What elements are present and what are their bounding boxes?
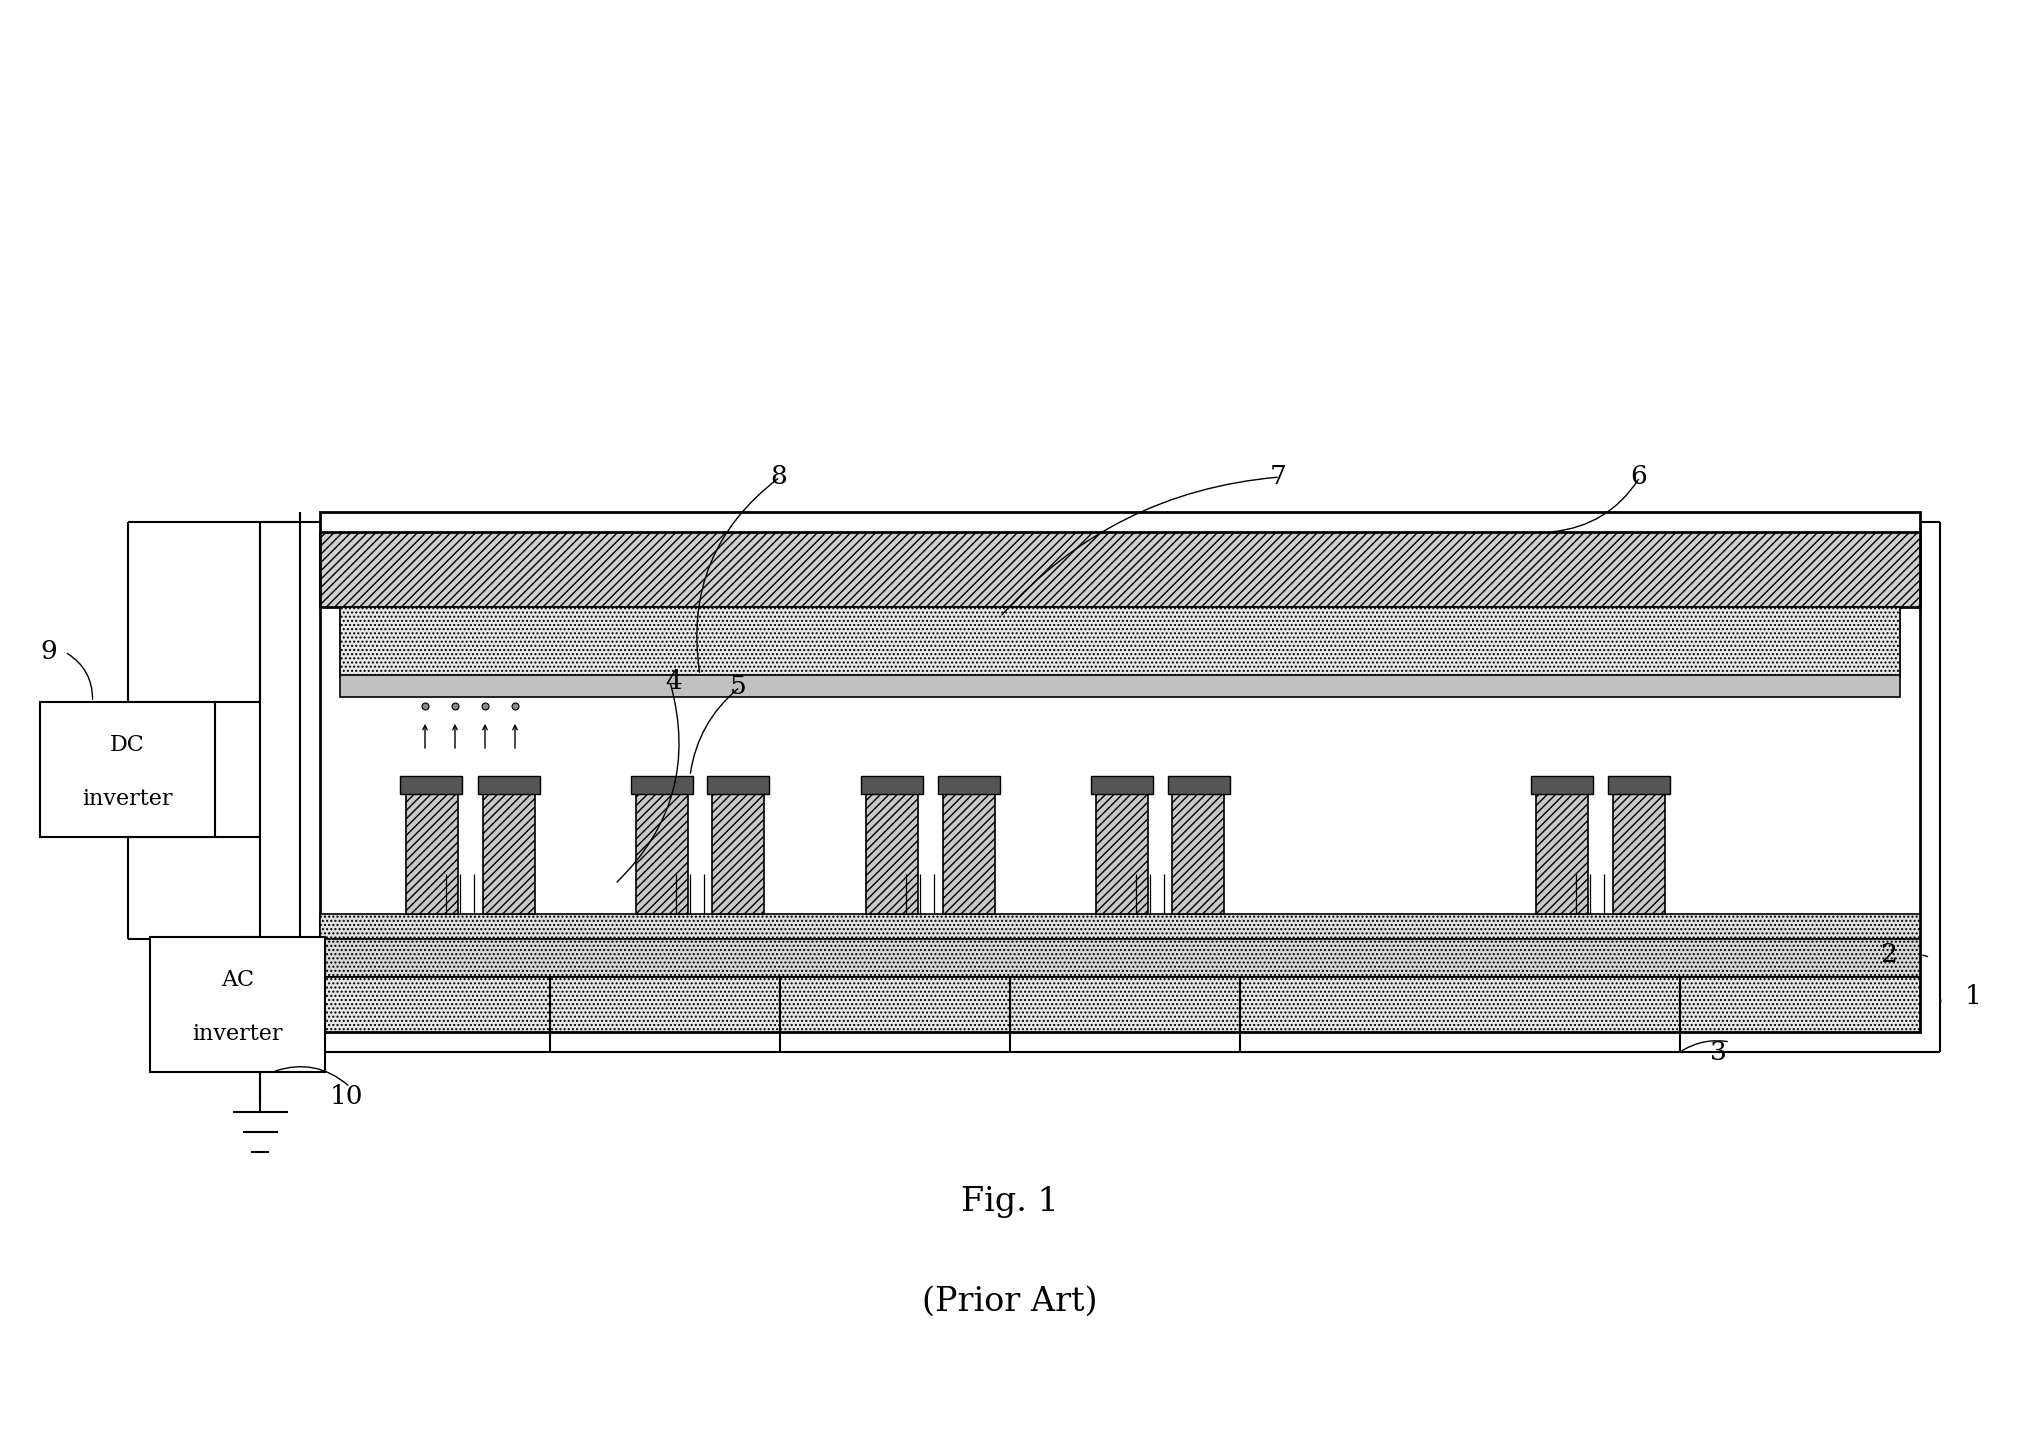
Text: Fig. 1: Fig. 1 (961, 1186, 1058, 1218)
Bar (860, 775, 922, 794)
Bar (320, 513, 1920, 1032)
Bar (866, 794, 918, 913)
Text: 9: 9 (40, 639, 57, 665)
Bar (320, 977, 1920, 1032)
Text: 4: 4 (666, 669, 682, 694)
Bar (943, 794, 995, 913)
Bar (1096, 794, 1147, 913)
Bar (937, 775, 999, 794)
Bar (40, 701, 214, 836)
Bar (1612, 794, 1665, 913)
Text: inverter: inverter (83, 788, 172, 810)
Bar (340, 675, 1900, 697)
Text: AC: AC (221, 968, 255, 992)
Bar (320, 531, 1920, 607)
Bar (712, 794, 765, 913)
Text: 7: 7 (1270, 465, 1287, 489)
Bar (483, 794, 534, 913)
Bar (1535, 794, 1588, 913)
Bar (631, 775, 692, 794)
Bar (1167, 775, 1230, 794)
Bar (340, 607, 1900, 677)
Text: 5: 5 (730, 675, 746, 700)
Bar (635, 794, 688, 913)
Text: 2: 2 (1879, 942, 1898, 967)
Text: 1: 1 (1964, 984, 1983, 1009)
Bar (401, 775, 463, 794)
Bar (150, 937, 326, 1072)
Bar (1173, 794, 1224, 913)
Bar (1531, 775, 1592, 794)
Bar (405, 794, 457, 913)
Bar (1090, 775, 1153, 794)
Text: inverter: inverter (192, 1024, 283, 1045)
Text: 3: 3 (1709, 1040, 1728, 1064)
Bar (320, 939, 1920, 977)
Text: 8: 8 (771, 465, 787, 489)
Text: 6: 6 (1631, 465, 1647, 489)
Bar (708, 775, 769, 794)
Text: DC: DC (109, 735, 146, 756)
Bar (320, 913, 1920, 939)
Text: (Prior Art): (Prior Art) (922, 1286, 1098, 1318)
Bar (477, 775, 540, 794)
Bar (1608, 775, 1669, 794)
Text: 10: 10 (330, 1085, 364, 1109)
